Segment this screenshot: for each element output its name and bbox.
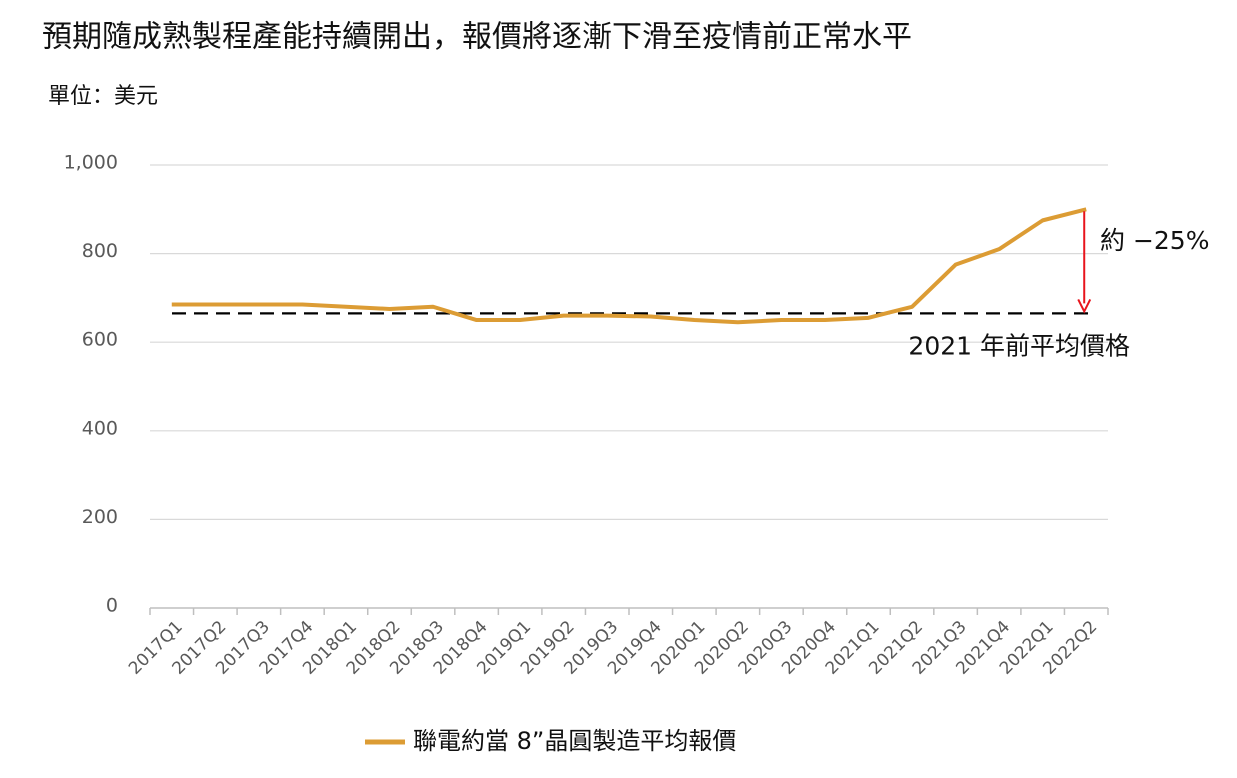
annotation: 約 −25%	[1100, 226, 1209, 255]
chart-subtitle: 單位：美元	[48, 84, 158, 109]
y-tick-label: 600	[82, 329, 118, 351]
legend-label: 聯電約當 8”晶圓製造平均報價	[413, 727, 736, 755]
y-tick-label: 1,000	[64, 152, 118, 174]
chart-title: 預期隨成熟製程產能持續開出，報價將逐漸下滑至疫情前正常水平	[42, 20, 912, 55]
data-line	[171, 207, 1087, 325]
y-tick-label: 200	[82, 506, 118, 528]
reference-label: 2021 年前平均價格	[908, 331, 1130, 360]
y-tick-label: 0	[106, 595, 118, 617]
arrow-head	[1077, 298, 1092, 314]
y-tick-label: 400	[82, 417, 118, 439]
y-tick-label: 800	[82, 240, 118, 262]
